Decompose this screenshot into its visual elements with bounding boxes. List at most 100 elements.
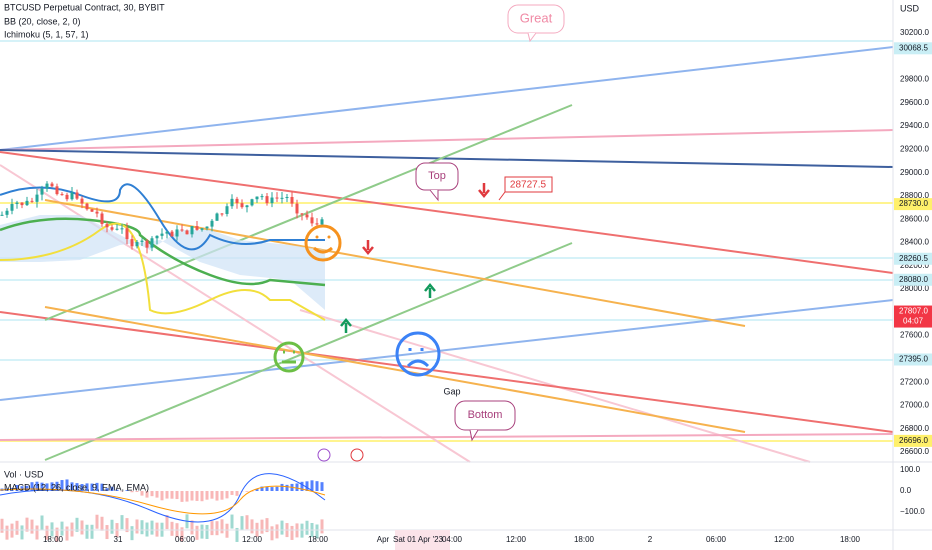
- price-tick-label: 27000.0: [900, 401, 929, 410]
- macd-bar: [105, 488, 109, 491]
- vol-bar: [5, 525, 9, 540]
- vol-bar: [305, 520, 309, 535]
- time-tick-label: 18:00: [840, 535, 861, 544]
- price-marker: [894, 434, 932, 447]
- candle-body: [35, 194, 39, 202]
- candle-body: [95, 211, 99, 214]
- macd-bar: [70, 482, 74, 491]
- macd-bar: [35, 481, 39, 491]
- vol-bar: [215, 521, 219, 536]
- vol-bar: [315, 524, 319, 539]
- vol-bar: [165, 515, 169, 530]
- price-tick-label: 28200.0: [900, 261, 929, 270]
- vol-bar: [75, 517, 79, 532]
- vol-bar: [220, 519, 224, 534]
- macd-bar: [185, 491, 189, 502]
- macd-bar: [265, 486, 269, 491]
- price-axis: 30200.0 29800.0 29600.0 29400.0 29200.0 29000…: [894, 28, 932, 516]
- macd-bar: [250, 491, 254, 492]
- candle-body: [175, 229, 179, 237]
- legend-indicator: Vol · USD: [4, 469, 44, 479]
- vol-bar: [65, 526, 69, 541]
- candle-body: [230, 198, 234, 207]
- vol-bar: [320, 519, 324, 534]
- vol-bar: [225, 523, 229, 538]
- candle-body: [180, 229, 184, 231]
- macd-bar: [190, 491, 194, 501]
- vol-bar: [205, 524, 209, 539]
- macd-bar: [80, 484, 84, 491]
- vol-bar: [290, 525, 294, 540]
- candles: [0, 181, 324, 254]
- macd-bar: [245, 491, 249, 492]
- candle-body: [150, 238, 154, 248]
- candle-body: [45, 183, 49, 189]
- vol-bar: [230, 514, 234, 529]
- candle-body: [140, 240, 144, 242]
- vol-bar: [210, 521, 214, 536]
- macd-bar: [180, 491, 184, 502]
- macd-bar: [275, 486, 279, 491]
- macd-bar: [30, 482, 34, 491]
- candle-body: [205, 226, 209, 229]
- time-tick-label: 2: [648, 535, 653, 544]
- macd-bar: [310, 480, 314, 491]
- currency: USD: [900, 3, 920, 13]
- annotation: 28727.5: [510, 180, 547, 191]
- macd-bar: [15, 485, 19, 491]
- macd-bar: [200, 491, 204, 502]
- legend-indicator: MACD (12, 26, close, 9, EMA, EMA): [4, 482, 149, 492]
- candle-body: [50, 183, 54, 187]
- vol-bar: [95, 514, 99, 529]
- macd-bar: [150, 491, 154, 497]
- macd-tick-label: −100.0: [900, 507, 925, 516]
- candle-body: [185, 230, 189, 235]
- candle-body: [310, 217, 314, 224]
- time-tick-label: 12:00: [774, 535, 795, 544]
- macd-bar: [235, 491, 239, 496]
- candle-body: [235, 198, 239, 204]
- candle-body: [5, 210, 9, 215]
- candle-body: [110, 227, 114, 230]
- candle-body: [30, 200, 34, 202]
- candle-body: [195, 226, 199, 230]
- candle-body: [60, 194, 64, 196]
- price-tick-label: 29400.0: [900, 121, 929, 130]
- macd-tick-label: 0.0: [900, 486, 912, 495]
- macd-bar: [270, 487, 274, 491]
- vol-bar: [170, 521, 174, 536]
- macd-bar: [110, 486, 114, 491]
- candle-body: [80, 198, 84, 204]
- macd-bar: [195, 491, 199, 501]
- candle-body: [245, 205, 249, 208]
- vol-bar: [80, 520, 84, 535]
- price-marker-label: 26696.0: [899, 436, 928, 445]
- vol-bar: [40, 515, 44, 530]
- annotation: Bottom: [468, 409, 503, 421]
- macd-bar: [305, 481, 309, 491]
- vol-bar: [15, 520, 19, 535]
- macd-bar: [135, 491, 139, 492]
- candle-body: [265, 196, 269, 204]
- macd-bar: [75, 483, 79, 491]
- macd-bar: [130, 491, 134, 493]
- time-tick-label: 04:00: [442, 535, 463, 544]
- price-tick-label: 29600.0: [900, 98, 929, 107]
- candle-body: [20, 202, 24, 206]
- time-highlight: [395, 530, 450, 550]
- candle-body: [135, 241, 139, 247]
- candle-body: [220, 213, 224, 215]
- price-marker-label: 28080.0: [899, 275, 928, 284]
- time-tick-label: Apr: [377, 535, 390, 544]
- vol-bar: [300, 523, 304, 538]
- macd-bar: [140, 491, 144, 496]
- vol-bar: [180, 527, 184, 542]
- macd-bar: [40, 482, 44, 491]
- vol-bar: [50, 522, 54, 537]
- price-tick-label: 28000.0: [900, 284, 929, 293]
- candle-body: [165, 231, 169, 234]
- macd-bar: [160, 491, 164, 501]
- vol-bar: [260, 519, 264, 534]
- vol-bar: [20, 525, 24, 540]
- time-tick-label: 12:00: [242, 535, 263, 544]
